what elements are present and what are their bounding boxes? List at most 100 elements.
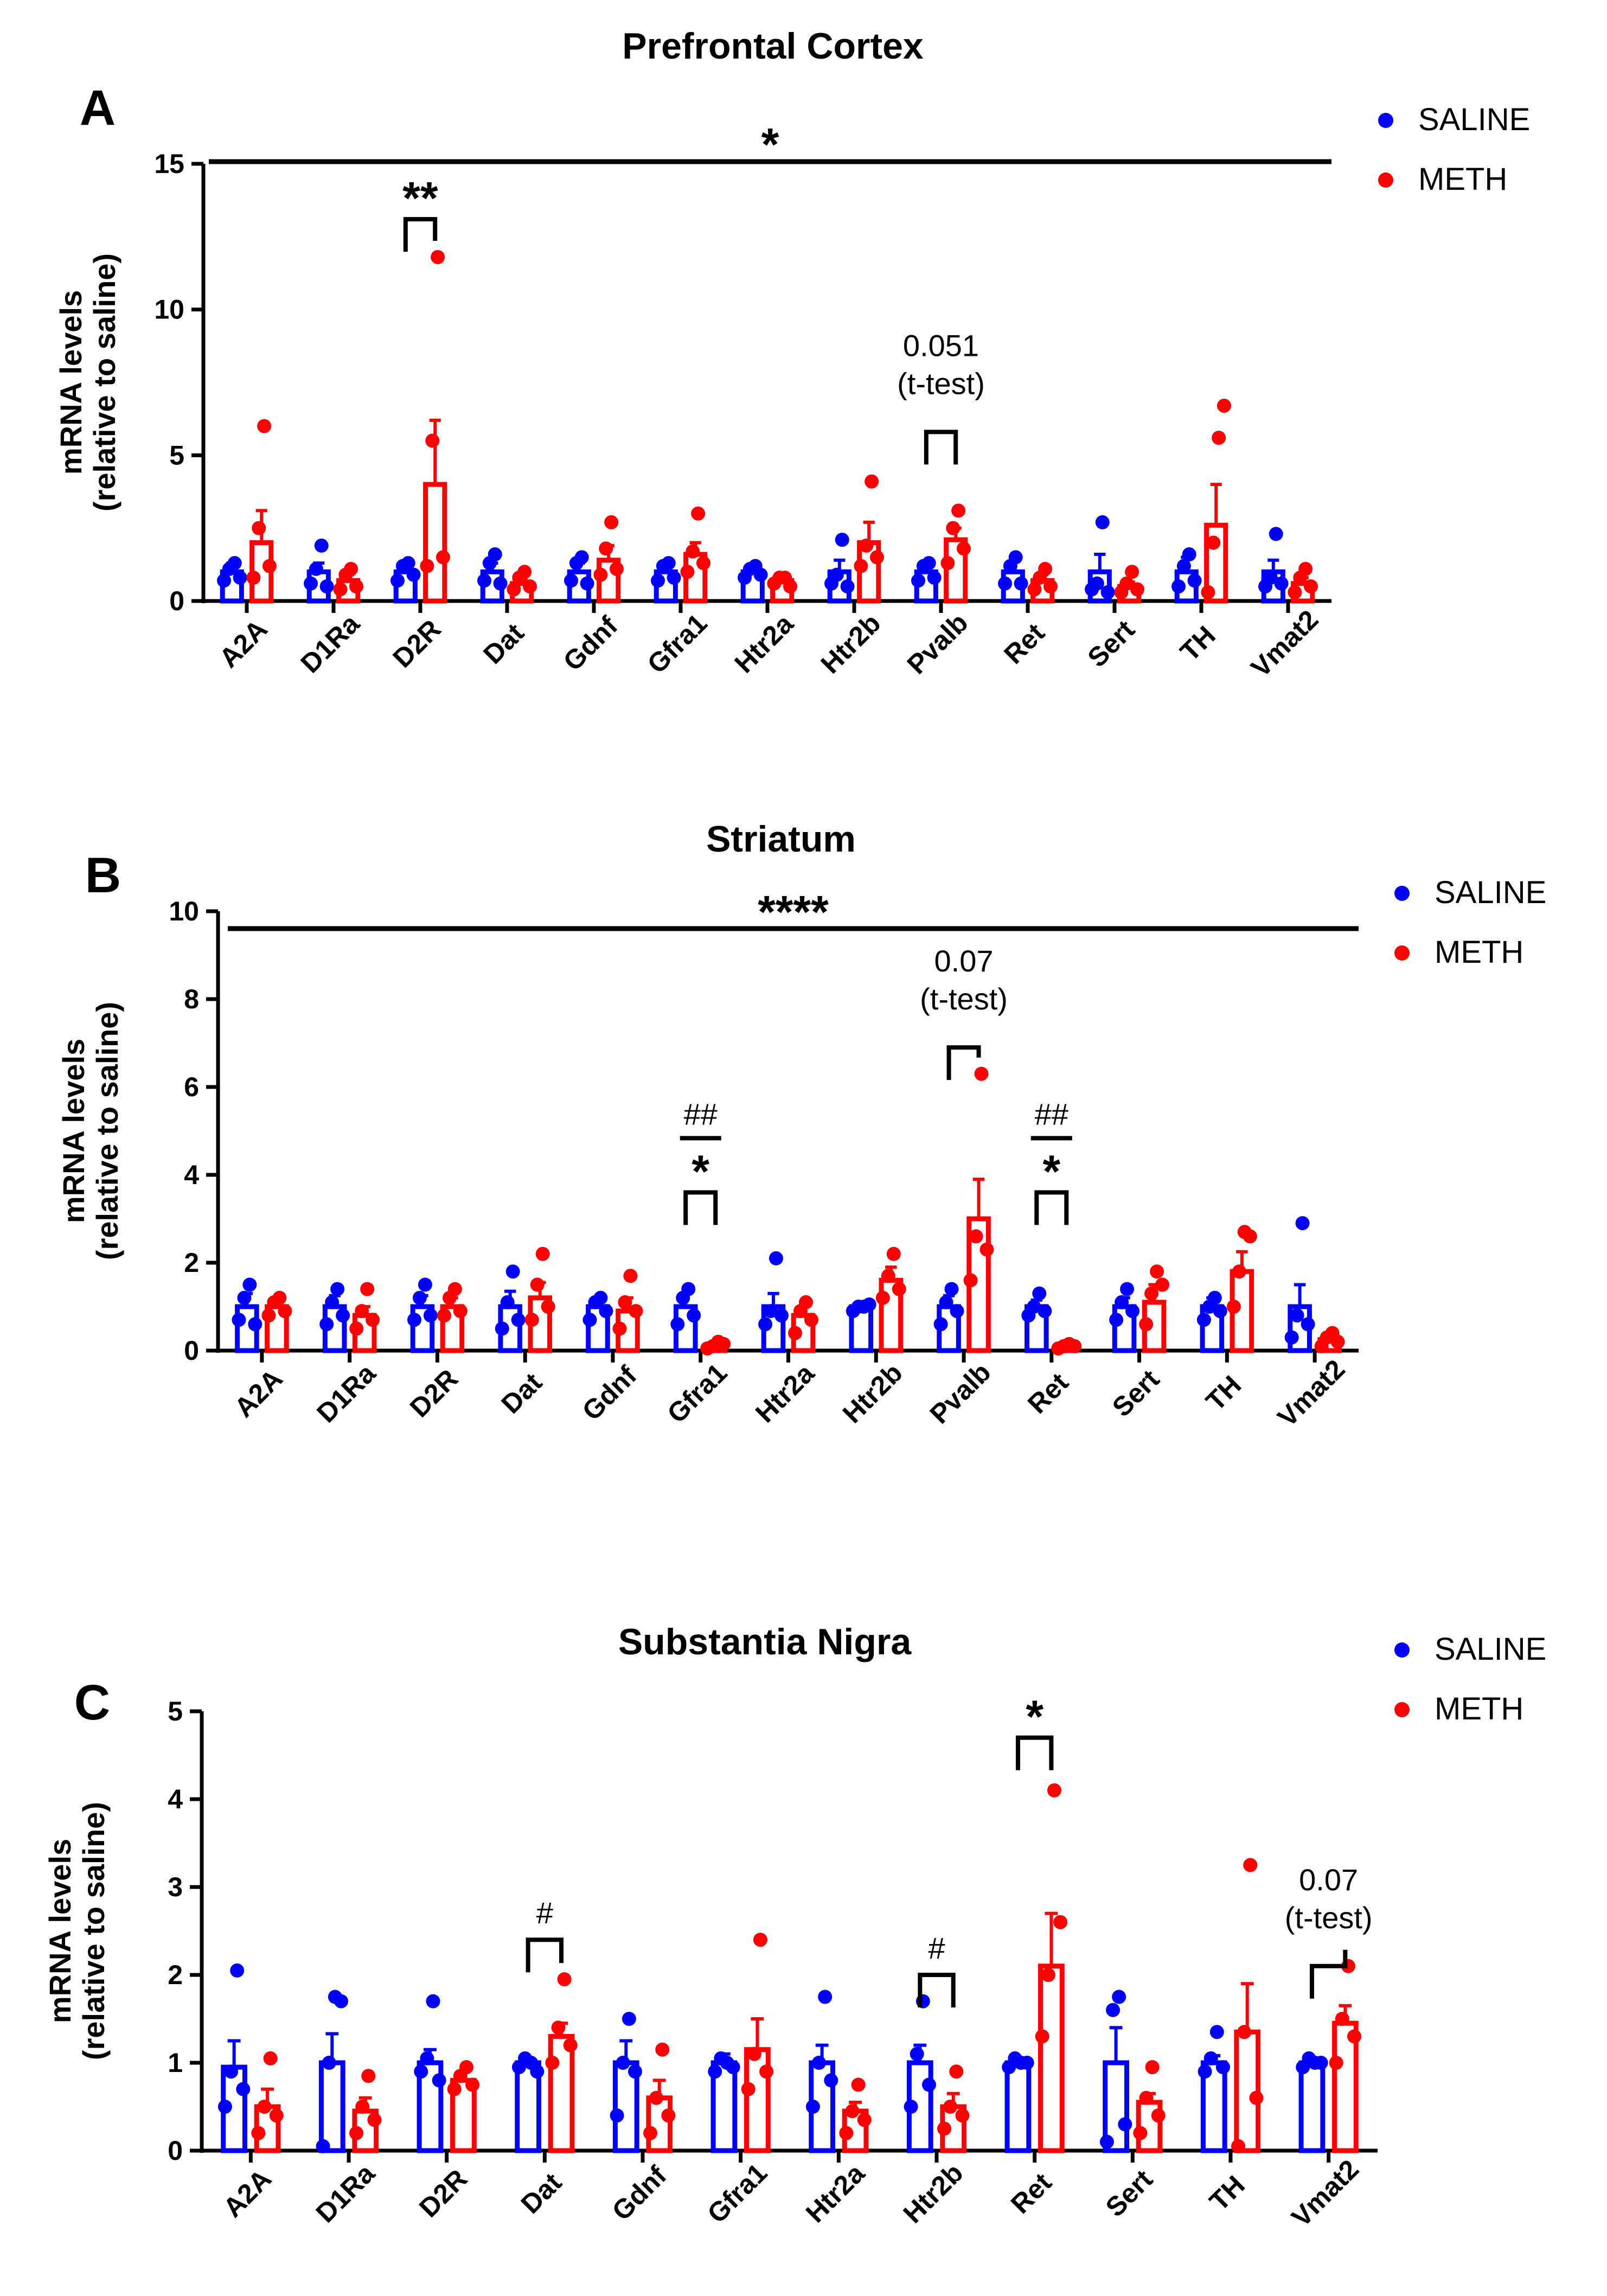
saline-point	[316, 2139, 330, 2153]
meth-point	[851, 2077, 866, 2092]
legend-marker-saline	[1394, 1642, 1410, 1658]
meth-bar	[548, 2033, 575, 2153]
saline-point	[406, 567, 421, 582]
y-tick-label: 0	[168, 2135, 183, 2166]
y-axis-label-line1: mRNA levels	[43, 1839, 77, 2023]
meth-point	[845, 2104, 860, 2119]
meth-point	[1133, 2126, 1148, 2140]
saline-point	[1032, 1286, 1047, 1301]
y-tick-label: 3	[168, 1872, 183, 1902]
saline-point	[322, 2056, 336, 2070]
meth-point	[892, 1282, 906, 1296]
meth-point	[447, 2082, 462, 2096]
x-tick-label: Dat	[477, 617, 530, 670]
legend-marker-meth	[1378, 172, 1393, 188]
saline-point	[1182, 547, 1196, 562]
saline-point	[414, 2064, 428, 2079]
x-tick-label: Sert	[1100, 2164, 1159, 2223]
meth-point	[686, 544, 700, 559]
saline-point	[582, 1313, 597, 1327]
meth-point	[1053, 1915, 1068, 1929]
y-axis-label: mRNA levels(relative to saline)	[56, 1002, 124, 1260]
x-tick-label: Dat	[495, 1367, 548, 1419]
meth-point	[886, 1246, 901, 1261]
meth-point	[530, 1277, 545, 1292]
meth-point	[360, 1282, 375, 1296]
x-tick-label: Htr2b	[815, 608, 887, 680]
x-tick-label: Gdnf	[558, 610, 624, 676]
x-tick-label: A2A	[228, 1363, 288, 1423]
meth-point	[1125, 565, 1139, 579]
meth-point	[956, 541, 971, 556]
meth-point	[563, 2038, 578, 2052]
y-tick-label: 0	[169, 586, 184, 616]
saline-point	[493, 576, 508, 591]
saline-point	[1176, 559, 1191, 573]
y-tick-label: 6	[184, 1072, 199, 1102]
y-axis-label-line2: (relative to saline)	[76, 1802, 111, 2060]
meth-point	[551, 2020, 566, 2035]
significance-bracket	[918, 1973, 956, 2007]
saline-point	[933, 1317, 948, 1332]
bracket-label-sub: (t-test)	[897, 366, 985, 400]
chart-title: Substantia Nigra	[618, 1621, 912, 1662]
meth-point	[1151, 2108, 1166, 2123]
saline-point	[1263, 571, 1278, 585]
saline-point	[314, 538, 329, 553]
meth-point	[623, 1269, 638, 1283]
saline-point	[1120, 1282, 1135, 1296]
legend-label-meth: METH	[1418, 162, 1507, 197]
saline-point	[667, 571, 681, 585]
saline-point	[401, 556, 415, 571]
meth-point	[593, 567, 608, 582]
saline-point	[1100, 585, 1115, 599]
saline-point	[1209, 2025, 1224, 2039]
y-tick-label: 2	[184, 1248, 199, 1278]
y-axis-label: mRNA levels(relative to saline)	[43, 1802, 111, 2060]
significance-bracket	[403, 217, 438, 252]
significance-label: ****	[758, 886, 829, 937]
significance-bracket	[526, 1937, 564, 1973]
saline-point	[232, 1313, 246, 1327]
bracket-label: 0.07	[1299, 1863, 1358, 1897]
saline-point	[670, 1317, 685, 1332]
bracket-label-sub: (t-test)	[920, 982, 1008, 1016]
saline-point	[1171, 579, 1186, 594]
x-tick-label: Gfra1	[642, 608, 713, 680]
legend-marker-saline	[1394, 886, 1410, 901]
saline-point	[687, 1308, 701, 1323]
significance-bracket	[1034, 1190, 1069, 1225]
saline-point	[764, 1304, 778, 1319]
saline-point	[753, 567, 768, 582]
saline-point	[1198, 2064, 1212, 2079]
meth-point	[1155, 1277, 1170, 1292]
saline-point	[616, 2056, 630, 2070]
meth-point	[1217, 398, 1231, 413]
meth-point	[517, 565, 532, 579]
meth-point	[1298, 561, 1313, 576]
meth-point	[545, 2056, 560, 2070]
saline-point	[911, 573, 926, 588]
saline-point	[805, 2100, 820, 2114]
meth-point	[804, 1313, 818, 1327]
x-tick-label: A2A	[217, 2163, 277, 2223]
meth-point	[349, 579, 363, 594]
saline-point	[622, 2012, 636, 2026]
significance-bracket	[1015, 1735, 1054, 1770]
meth-point	[604, 515, 619, 529]
meth-point	[1226, 1300, 1241, 1314]
legend-label-meth: METH	[1435, 935, 1523, 970]
meth-point	[251, 2126, 266, 2140]
bracket-label: 0.07	[934, 944, 994, 978]
meth-point	[1206, 535, 1221, 550]
meth-point	[1067, 1339, 1082, 1353]
saline-point	[1290, 1308, 1304, 1323]
y-axis-label-line1: mRNA levels	[56, 1039, 91, 1223]
x-tick-label: D2R	[387, 613, 446, 673]
saline-point	[1014, 576, 1028, 591]
bracket-label-sub: (t-test)	[1285, 1901, 1373, 1935]
meth-point	[1047, 1783, 1061, 1798]
meth-point	[263, 2051, 278, 2065]
saline-point	[1115, 1295, 1129, 1309]
